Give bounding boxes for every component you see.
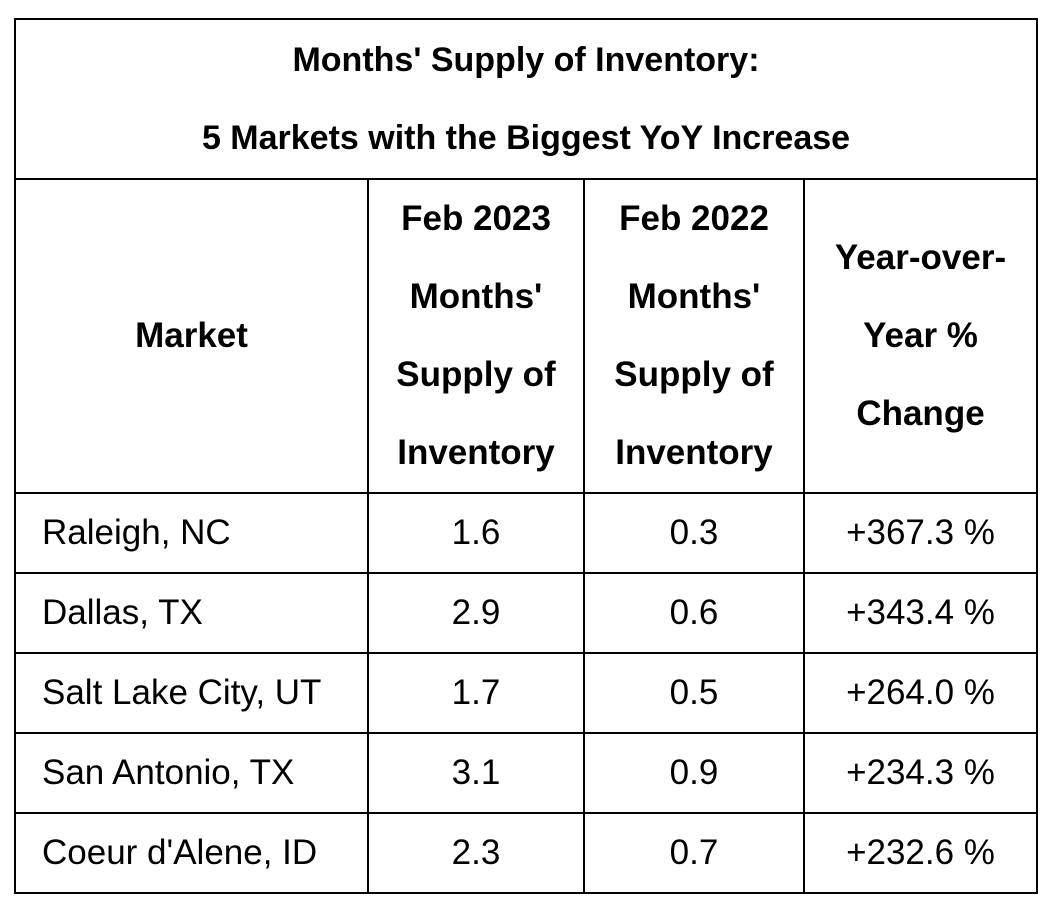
header-row: Market Feb 2023 Months' Supply of Invento… bbox=[14, 178, 1038, 494]
market-cell: Dallas, TX bbox=[14, 572, 369, 654]
value-cell: 0.7 bbox=[583, 812, 805, 894]
column-header: Feb 2022 Months' Supply of Inventory bbox=[583, 178, 805, 494]
value-cell: 3.1 bbox=[367, 732, 585, 814]
table-row: Dallas, TX 2.9 0.6 +343.4 % bbox=[14, 572, 1038, 654]
value-cell: 2.9 bbox=[367, 572, 585, 654]
table-subtitle: 5 Markets with the Biggest YoY Increase bbox=[201, 119, 851, 157]
value-cell: +343.4 % bbox=[803, 572, 1038, 654]
value-cell: +232.6 % bbox=[803, 812, 1038, 894]
data-table: Months' Supply of Inventory: 5 Markets w… bbox=[14, 18, 1038, 894]
table-title: Months' Supply of Inventory: bbox=[292, 41, 760, 79]
market-cell: Salt Lake City, UT bbox=[14, 652, 369, 734]
value-cell: 1.6 bbox=[367, 492, 585, 574]
value-cell: 0.5 bbox=[583, 652, 805, 734]
table-body: Raleigh, NC 1.6 0.3 +367.3 % Dallas, TX 2.9 0.… bbox=[14, 492, 1038, 894]
column-header: Market bbox=[14, 178, 369, 494]
value-cell: +264.0 % bbox=[803, 652, 1038, 734]
column-header: Feb 2023 Months' Supply of Inventory bbox=[367, 178, 585, 494]
table-row: Salt Lake City, UT 1.7 0.5 +264.0 % bbox=[14, 652, 1038, 734]
value-cell: 1.7 bbox=[367, 652, 585, 734]
value-cell: 0.3 bbox=[583, 492, 805, 574]
value-cell: +234.3 % bbox=[803, 732, 1038, 814]
table-row: Coeur d'Alene, ID 2.3 0.7 +232.6 % bbox=[14, 812, 1038, 894]
value-cell: 2.3 bbox=[367, 812, 585, 894]
table-row: Raleigh, NC 1.6 0.3 +367.3 % bbox=[14, 492, 1038, 574]
value-cell: 0.9 bbox=[583, 732, 805, 814]
value-cell: +367.3 % bbox=[803, 492, 1038, 574]
value-cell: 0.6 bbox=[583, 572, 805, 654]
market-cell: Raleigh, NC bbox=[14, 492, 369, 574]
table-row: San Antonio, TX 3.1 0.9 +234.3 % bbox=[14, 732, 1038, 814]
title-cell: Months' Supply of Inventory: 5 Markets w… bbox=[14, 18, 1038, 180]
market-cell: San Antonio, TX bbox=[14, 732, 369, 814]
column-header: Year-over-Year % Change bbox=[803, 178, 1038, 494]
market-cell: Coeur d'Alene, ID bbox=[14, 812, 369, 894]
title-row: Months' Supply of Inventory: 5 Markets w… bbox=[14, 18, 1038, 180]
